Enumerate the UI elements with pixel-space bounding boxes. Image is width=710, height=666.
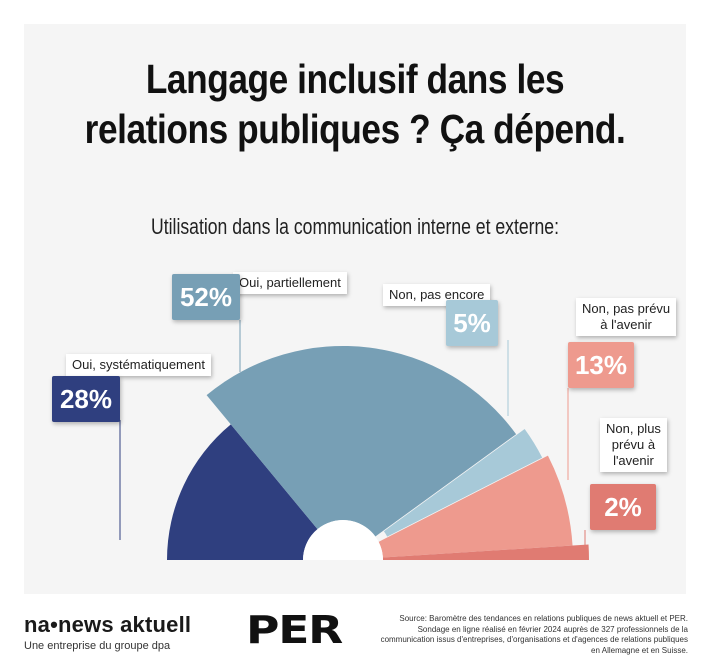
slice-5-baseline	[500, 556, 588, 560]
category-label-4: Non, pas prévu à l'avenir	[576, 298, 677, 336]
value-label-1: 28%	[52, 376, 120, 422]
pie-slice-2	[206, 346, 517, 537]
category-label-line: prévu à	[611, 437, 656, 452]
chart-title: Langage inclusif dans les relations publ…	[70, 54, 639, 154]
brand-tagline: Une entreprise du groupe dpa	[24, 640, 171, 652]
per-logo: PER	[246, 608, 343, 652]
category-label-line: Oui, systématiquement	[72, 357, 205, 372]
title-line-1: Langage inclusif dans les	[145, 56, 565, 102]
pie-slice-3	[383, 428, 543, 537]
category-label-line: Non, pas prévu	[582, 301, 671, 316]
category-label-5: Non, plus prévu à l'avenir	[600, 418, 667, 472]
news-aktuell-logo: na•news aktuell	[24, 612, 192, 637]
category-label-2: Oui, partiellement	[233, 272, 347, 294]
pie-slice-4	[378, 455, 573, 558]
chart-subtitle: Utilisation dans la communication intern…	[151, 214, 559, 239]
value-label-2: 52%	[172, 274, 240, 320]
category-label-1: Oui, systématiquement	[66, 354, 211, 376]
category-label-line: l'avenir	[613, 453, 654, 468]
source-note: Source: Baromètre des tendances en relat…	[380, 614, 688, 655]
value-label-4: 13%	[568, 342, 634, 388]
title-line-2: relations publiques ? Ça dépend.	[84, 106, 626, 152]
value-label-5: 2%	[590, 484, 656, 530]
donut-hole	[303, 520, 383, 560]
category-label-line: Non, plus	[606, 421, 661, 436]
pie-slice-1	[167, 424, 318, 560]
category-label-line: à l'avenir	[600, 317, 652, 332]
value-label-3: 5%	[446, 300, 498, 346]
category-label-line: Non, pas encore	[389, 287, 485, 302]
category-label-line: Oui, partiellement	[239, 275, 341, 290]
